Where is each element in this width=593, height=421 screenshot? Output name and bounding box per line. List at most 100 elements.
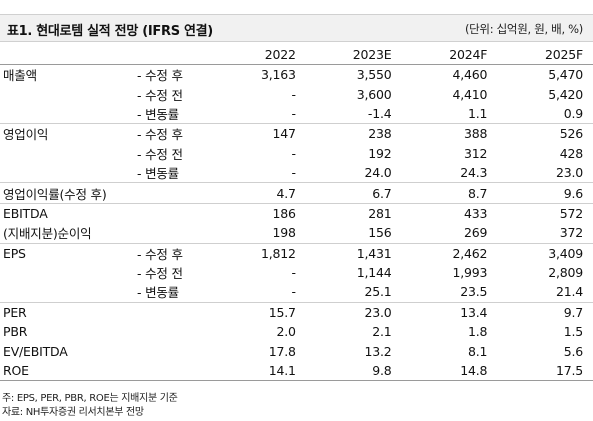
cell-value: 24.3 bbox=[460, 165, 488, 181]
row-sublabel: - 변동률 bbox=[137, 106, 179, 122]
row-label: EPS bbox=[0, 242, 135, 263]
row-label bbox=[0, 104, 135, 124]
table-row: 영업이익률(수정 후) 4.7 6.7 8.7 9.6 bbox=[0, 182, 593, 204]
cell-value: 23.5 bbox=[460, 284, 488, 300]
table-row: - 수정 전 - 192 312 428 bbox=[0, 144, 593, 163]
cell-value: 25.1 bbox=[364, 284, 392, 300]
cell-value: 4,460 bbox=[452, 67, 488, 83]
cell-value: 3,409 bbox=[497, 242, 593, 263]
cell-value: 8.1 bbox=[467, 343, 488, 359]
row-label: PBR bbox=[3, 324, 28, 340]
row-label: (지배지분)순이익 bbox=[3, 226, 92, 242]
cell-value: - bbox=[291, 284, 296, 300]
row-sublabel: - 수정 전 bbox=[137, 146, 183, 162]
cell-value: 526 bbox=[497, 123, 593, 144]
cell-value: 147 bbox=[210, 123, 306, 144]
cell-value: 238 bbox=[305, 123, 402, 144]
cell-value: 1,993 bbox=[452, 265, 488, 281]
table-row: EV/EBITDA 17.8 13.2 8.1 5.6 bbox=[0, 341, 593, 360]
cell-value: 0.9 bbox=[563, 105, 583, 121]
cell-value: 2,809 bbox=[548, 265, 583, 281]
cell-value: 186 bbox=[210, 202, 306, 224]
cell-value: 3,550 bbox=[356, 67, 392, 83]
row-label: EBITDA bbox=[0, 202, 210, 224]
cell-value: 23.0 bbox=[555, 165, 583, 181]
cell-value: 1,431 bbox=[305, 242, 402, 263]
cell-value: 17.8 bbox=[268, 343, 296, 359]
cell-value: 2.0 bbox=[276, 324, 296, 340]
table-row: - 변동률 - 24.0 24.3 23.0 bbox=[0, 163, 593, 183]
table-row: PER 15.7 23.0 13.4 9.7 bbox=[0, 301, 593, 323]
cell-value: 9.8 bbox=[305, 360, 402, 382]
cell-value: 192 bbox=[368, 145, 392, 161]
unit-note: (단위: 십억원, 원, 배, %) bbox=[464, 22, 583, 36]
cell-value: - bbox=[291, 165, 296, 181]
cell-value: - bbox=[291, 265, 296, 281]
cell-value: 3,600 bbox=[356, 86, 392, 102]
cell-value: 372 bbox=[559, 225, 583, 241]
cell-value: 6.7 bbox=[305, 182, 402, 204]
table-row: - 변동률 - 25.1 23.5 21.4 bbox=[0, 282, 593, 302]
cell-value: 14.1 bbox=[210, 360, 306, 382]
row-sublabel: - 수정 전 bbox=[137, 87, 183, 103]
cell-value: 1.8 bbox=[467, 324, 488, 340]
cell-value: 9.6 bbox=[497, 182, 593, 204]
cell-value: 2,462 bbox=[401, 242, 498, 263]
cell-value: -1.4 bbox=[367, 105, 392, 121]
row-label: PER bbox=[0, 301, 210, 323]
column-header: 2022 bbox=[210, 45, 306, 65]
cell-value: - bbox=[291, 86, 296, 102]
title-bar: 표1. 현대로템 실적 전망 (IFRS 연결) (단위: 십억원, 원, 배,… bbox=[0, 14, 593, 42]
cell-value: 3,163 bbox=[260, 67, 296, 83]
cell-value: 14.8 bbox=[401, 360, 498, 382]
cell-value: 13.4 bbox=[401, 301, 498, 323]
table-row: - 수정 전 - 3,600 4,410 5,420 bbox=[0, 84, 593, 103]
forecast-table: 2022 2023E 2024F 2025F 매출액 - 수정 후 3,163 … bbox=[0, 45, 593, 382]
row-label: 영업이익 bbox=[0, 123, 135, 144]
cell-value: 17.5 bbox=[497, 360, 593, 382]
cell-value: 5.6 bbox=[563, 343, 583, 359]
row-label: ROE bbox=[0, 360, 210, 382]
cell-value: 1.1 bbox=[467, 105, 488, 121]
column-header: 2023E bbox=[305, 45, 402, 65]
table-row: (지배지분)순이익 198 156 269 372 bbox=[0, 223, 593, 243]
table-title: 표1. 현대로템 실적 전망 (IFRS 연결) bbox=[7, 24, 213, 39]
row-sublabel: - 수정 후 bbox=[135, 242, 210, 263]
row-label: 영업이익률(수정 후) bbox=[0, 182, 210, 204]
row-label bbox=[0, 84, 135, 103]
table-row: PBR 2.0 2.1 1.8 1.5 bbox=[0, 322, 593, 341]
cell-value: 9.7 bbox=[497, 301, 593, 323]
cell-value: 198 bbox=[272, 225, 296, 241]
table-row: - 수정 전 - 1,144 1,993 2,809 bbox=[0, 263, 593, 282]
row-sublabel: - 변동률 bbox=[137, 285, 179, 301]
row-sublabel: - 수정 전 bbox=[137, 266, 183, 282]
row-sublabel: - 수정 후 bbox=[135, 123, 210, 144]
cell-value: - bbox=[291, 145, 296, 161]
footnote: 주: EPS, PER, PBR, ROE는 지배지분 기준 bbox=[2, 393, 178, 404]
cell-value: 5,470 bbox=[548, 67, 583, 83]
cell-value: 269 bbox=[463, 225, 488, 241]
cell-value: 281 bbox=[305, 202, 402, 224]
row-label bbox=[0, 163, 135, 183]
cell-value: 8.7 bbox=[401, 182, 498, 204]
cell-value: 433 bbox=[401, 202, 498, 224]
cell-value: 5,420 bbox=[548, 86, 583, 102]
row-sublabel: - 변동률 bbox=[137, 166, 179, 182]
table-row: EPS - 수정 후 1,812 1,431 2,462 3,409 bbox=[0, 242, 593, 263]
cell-value: - bbox=[291, 105, 296, 121]
cell-value: 388 bbox=[401, 123, 498, 144]
table-row: EBITDA 186 281 433 572 bbox=[0, 202, 593, 224]
row-label: 매출액 bbox=[3, 68, 37, 84]
source-note: 자료: NH투자증권 리서치본부 전망 bbox=[2, 407, 144, 418]
cell-value: 1,144 bbox=[356, 265, 392, 281]
header-blank bbox=[0, 45, 135, 65]
cell-value: 4.7 bbox=[210, 182, 306, 204]
footnotes: 주: EPS, PER, PBR, ROE는 지배지분 기준 자료: NH투자증… bbox=[2, 392, 178, 420]
cell-value: 572 bbox=[497, 202, 593, 224]
cell-value: 24.0 bbox=[364, 165, 392, 181]
header-blank bbox=[135, 45, 210, 65]
cell-value: 2.1 bbox=[372, 324, 392, 340]
table-row: ROE 14.1 9.8 14.8 17.5 bbox=[0, 360, 593, 382]
column-header: 2024F bbox=[401, 45, 498, 65]
